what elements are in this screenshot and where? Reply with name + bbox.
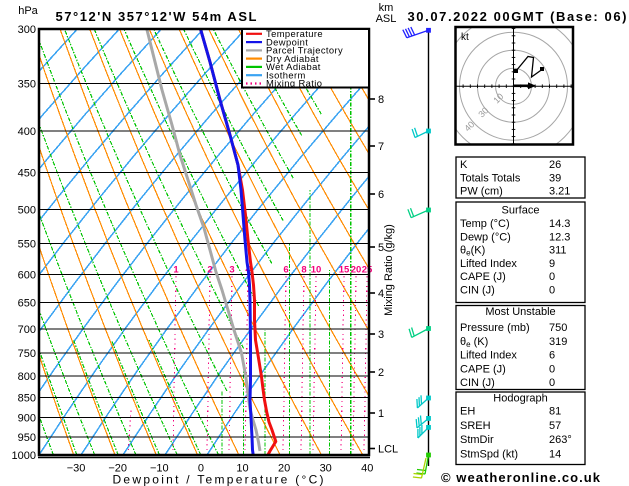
svg-text:0: 0 [549,285,555,297]
svg-text:0: 0 [198,463,204,475]
svg-text:319: 319 [549,336,567,348]
svg-text:Dewpoint / Temperature (°C): Dewpoint / Temperature (°C) [113,473,324,486]
svg-text:Dewpoint: Dewpoint [266,36,308,47]
svg-text:3: 3 [378,329,384,341]
svg-text:400: 400 [18,126,36,138]
svg-text:EH: EH [460,406,475,418]
svg-text:Most Unstable: Most Unstable [485,306,555,318]
svg-text:Temperature: Temperature [266,28,323,39]
svg-text:14: 14 [549,448,561,460]
svg-text:−10: −10 [150,463,169,475]
svg-text:StmDir: StmDir [460,434,494,446]
svg-text:CAPE (J): CAPE (J) [460,271,506,283]
svg-text:30: 30 [320,463,332,475]
svg-text:600: 600 [18,269,36,281]
svg-text:8: 8 [301,264,306,275]
svg-text:950: 950 [18,432,36,444]
svg-text:1: 1 [173,264,179,275]
svg-text:57: 57 [549,420,561,432]
svg-text:Dry Adiabat: Dry Adiabat [266,53,319,64]
svg-text:4: 4 [378,288,384,300]
svg-text:© weatheronline.co.uk: © weatheronline.co.uk [441,470,601,485]
svg-text:Dewp (°C): Dewp (°C) [460,231,511,243]
svg-text:km: km [379,2,394,14]
svg-text:LCL: LCL [378,444,398,456]
svg-text:−30: −30 [67,463,86,475]
svg-text:800: 800 [18,371,36,383]
svg-text:350: 350 [18,79,36,91]
svg-text:Surface: Surface [502,205,540,217]
svg-text:kt: kt [461,32,469,43]
svg-text:450: 450 [18,168,36,180]
svg-text:39: 39 [549,172,561,184]
svg-text:40: 40 [361,463,373,475]
svg-text:CIN (J): CIN (J) [460,377,495,389]
svg-text:263°: 263° [549,434,572,446]
svg-text:750: 750 [18,348,36,360]
svg-text:CAPE (J): CAPE (J) [460,363,506,375]
svg-text:Mixing Ratio (g/kg): Mixing Ratio (g/kg) [383,224,395,316]
svg-text:Lifted Index: Lifted Index [460,258,517,270]
svg-text:20: 20 [351,264,362,275]
svg-text:Temp (°C): Temp (°C) [460,218,510,230]
svg-text:15: 15 [339,264,350,275]
svg-text:−20: −20 [108,463,127,475]
svg-text:hPa: hPa [18,5,38,17]
svg-text:10: 10 [311,264,322,275]
svg-text:θe (K): θe (K) [460,336,488,349]
svg-text:θe(K): θe(K) [460,245,485,258]
svg-text:K: K [460,159,468,171]
svg-text:3: 3 [229,264,234,275]
svg-text:81: 81 [549,406,561,418]
svg-text:700: 700 [18,324,36,336]
svg-text:8: 8 [378,94,384,106]
svg-text:Lifted Index: Lifted Index [460,350,517,362]
svg-text:25: 25 [362,264,373,275]
svg-text:10: 10 [236,463,248,475]
svg-text:2: 2 [378,367,384,379]
svg-text:20: 20 [278,463,290,475]
svg-text:12.3: 12.3 [549,231,570,243]
svg-text:850: 850 [18,393,36,405]
svg-text:6: 6 [378,189,384,201]
svg-text:Isotherm: Isotherm [266,69,306,80]
svg-text:0: 0 [549,377,555,389]
svg-text:900: 900 [18,413,36,425]
svg-text:650: 650 [18,298,36,310]
svg-text:6: 6 [549,350,555,362]
svg-text:Parcel Trajectory: Parcel Trajectory [266,45,343,56]
svg-text:300: 300 [18,24,36,36]
svg-text:500: 500 [18,205,36,217]
svg-text:311: 311 [549,245,567,257]
svg-text:1: 1 [378,408,384,420]
svg-text:Hodograph: Hodograph [493,393,547,405]
svg-text:3.21: 3.21 [549,186,570,198]
svg-text:550: 550 [18,239,36,251]
svg-text:6: 6 [283,264,288,275]
svg-text:0: 0 [549,271,555,283]
svg-text:ASL: ASL [376,13,397,25]
svg-text:57°12'N 357°12'W 54m ASL: 57°12'N 357°12'W 54m ASL [56,9,257,24]
svg-text:Mixing Ratio: Mixing Ratio [266,78,322,89]
svg-text:14.3: 14.3 [549,218,570,230]
svg-text:5: 5 [378,242,384,254]
svg-text:750: 750 [549,322,567,334]
svg-text:SREH: SREH [460,420,491,432]
svg-text:30.07.2022 00GMT (Base: 06): 30.07.2022 00GMT (Base: 06) [408,9,627,24]
svg-text:26: 26 [549,159,561,171]
svg-text:2: 2 [207,264,212,275]
svg-text:PW (cm): PW (cm) [460,186,503,198]
svg-text:CIN (J): CIN (J) [460,285,495,297]
svg-text:7: 7 [378,141,384,153]
svg-text:Totals Totals: Totals Totals [460,172,521,184]
svg-text:StmSpd (kt): StmSpd (kt) [460,448,518,460]
svg-text:Wet Adiabat: Wet Adiabat [266,61,321,72]
svg-text:Pressure (mb): Pressure (mb) [460,322,530,334]
svg-text:0: 0 [549,363,555,375]
svg-text:1000: 1000 [12,450,36,462]
svg-text:9: 9 [549,258,555,270]
